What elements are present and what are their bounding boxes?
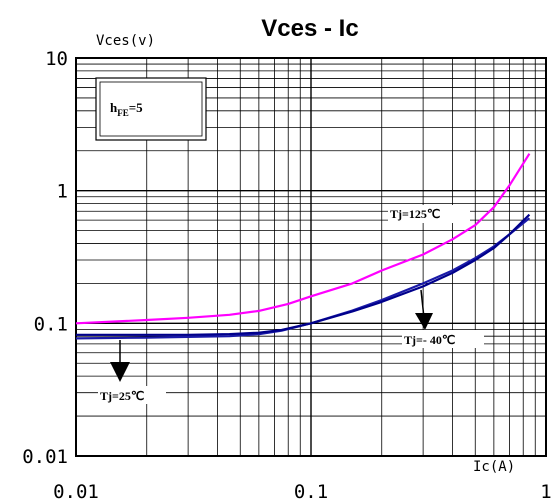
series-line <box>76 213 531 336</box>
label-bg-125 <box>388 205 470 223</box>
series-line <box>75 153 531 325</box>
y-tick-label: 0.01 <box>22 446 68 468</box>
x-tick-label: 0.01 <box>53 481 99 503</box>
label-bg-40 <box>402 330 484 348</box>
series-label-25: Tj=25℃ <box>100 389 144 403</box>
y-tick-label: 10 <box>45 48 68 70</box>
hfe-label: hFE=5 <box>110 100 143 118</box>
y-axis-label: Vces(v) <box>96 33 155 49</box>
y-tick-label: 1 <box>57 181 68 203</box>
plot-frame <box>75 57 547 457</box>
chart-title: Vces - Ic <box>261 15 358 42</box>
grid <box>75 58 546 457</box>
x-tick-label: 0.1 <box>294 481 328 503</box>
hfe-box-inner <box>99 81 203 137</box>
label-bg-25 <box>98 386 166 404</box>
hfe-box-outer <box>95 77 207 141</box>
x-tick-label: 1 <box>540 481 551 503</box>
arrow-minus40 <box>415 289 433 330</box>
arrow-25 <box>110 340 130 382</box>
x-axis-label: Ic(A) <box>473 459 515 475</box>
series-label-125: Tj=125℃ <box>390 207 440 221</box>
series-label-minus40: Tj=- 40℃ <box>404 333 455 347</box>
y-tick-label: 0.1 <box>34 313 68 335</box>
